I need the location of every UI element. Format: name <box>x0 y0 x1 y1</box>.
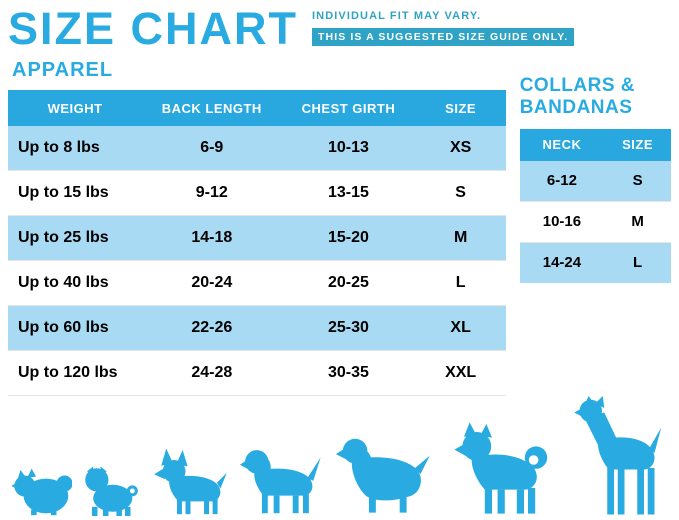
cell-size: S <box>455 184 466 201</box>
cell-weight: Up to 60 lbs <box>18 319 109 336</box>
cell-size: XL <box>450 319 471 336</box>
cell-weight: Up to 120 lbs <box>18 364 118 381</box>
cell-neck: 14-24 <box>542 254 582 272</box>
cell-back-length: 24-28 <box>191 364 233 381</box>
cell-chest-girth: 10-13 <box>327 139 369 156</box>
cell-weight: Up to 8 lbs <box>18 139 100 156</box>
column-header-chest-girth: CHEST GIRTH <box>281 90 416 126</box>
collars-row: 10-16 M <box>519 201 671 243</box>
header-notes: INDIVIDUAL FIT MAY VARY. THIS IS A SUGGE… <box>312 10 575 46</box>
cell-neck: 6-12 <box>546 172 577 190</box>
apparel-row: Up to 120 lbs 24-28 30-35 XXL <box>8 350 506 396</box>
cell-neck: 10-16 <box>542 213 582 231</box>
great-dane-dog-icon <box>574 396 662 515</box>
beagle-dog-icon <box>239 450 321 514</box>
cell-weight: Up to 15 lbs <box>18 184 109 201</box>
apparel-row: Up to 25 lbs 14-18 15-20 M <box>8 215 506 261</box>
column-header-weight: WEIGHT <box>8 90 143 126</box>
collars-row: 6-12 S <box>519 160 671 202</box>
collars-heading: COLLARS & BANDANAS <box>520 75 671 119</box>
chihuahua-dog-icon <box>154 448 227 515</box>
pug-dog-icon <box>84 466 138 516</box>
column-header-size: SIZE <box>415 90 506 126</box>
collars-header-row: NECK SIZE <box>519 128 671 161</box>
column-header-back-length: BACK LENGTH <box>142 90 282 126</box>
cell-chest-girth: 25-30 <box>327 319 369 336</box>
apparel-row: Up to 15 lbs 9-12 13-15 S <box>8 170 506 216</box>
cell-size: L <box>633 254 643 272</box>
cocker-spaniel-dog-icon <box>335 438 430 513</box>
cell-chest-girth: 30-35 <box>327 364 369 381</box>
header: SIZE CHART INDIVIDUAL FIT MAY VARY. THIS… <box>8 6 671 51</box>
collars-heading-line1: COLLARS & <box>519 75 636 96</box>
apparel-row: Up to 40 lbs 20-24 20-25 L <box>8 260 506 306</box>
cell-size: XXL <box>445 364 477 381</box>
cell-back-length: 6-9 <box>200 139 224 156</box>
apparel-table: WEIGHT BACK LENGTH CHEST GIRTH SIZE Up t… <box>8 90 506 396</box>
cell-weight: Up to 25 lbs <box>18 229 109 246</box>
cell-weight: Up to 40 lbs <box>18 274 109 291</box>
apparel-row: Up to 8 lbs 6-9 10-13 XS <box>8 126 506 171</box>
cell-chest-girth: 13-15 <box>327 184 369 201</box>
cell-size: M <box>631 213 644 231</box>
cell-back-length: 14-18 <box>191 229 233 246</box>
column-header-size: SIZE <box>604 128 671 161</box>
collars-section: COLLARS & BANDANAS NECK SIZE 6-12 S <box>519 59 671 396</box>
column-header-neck: NECK <box>519 128 605 161</box>
collars-row: 14-24 L <box>519 242 671 283</box>
cell-back-length: 22-26 <box>191 319 233 336</box>
apparel-heading: APPAREL <box>12 59 114 81</box>
cell-chest-girth: 20-25 <box>327 274 369 291</box>
pomeranian-dog-icon <box>11 468 72 516</box>
collars-table: NECK SIZE 6-12 S 10-16 M 14-24 L <box>519 128 671 283</box>
apparel-row: Up to 60 lbs 22-26 25-30 XL <box>8 305 506 351</box>
note-fit-may-vary: INDIVIDUAL FIT MAY VARY. <box>312 10 482 22</box>
apparel-header-row: WEIGHT BACK LENGTH CHEST GIRTH SIZE <box>8 90 506 126</box>
cell-size: S <box>632 172 643 190</box>
content: APPAREL WEIGHT BACK LENGTH CHEST GIRTH S… <box>8 59 671 396</box>
note-suggested-guide-badge: THIS IS A SUGGESTED SIZE GUIDE ONLY. <box>312 28 575 46</box>
cell-back-length: 20-24 <box>191 274 233 291</box>
apparel-section: APPAREL WEIGHT BACK LENGTH CHEST GIRTH S… <box>8 59 506 396</box>
husky-dog-icon <box>453 422 547 514</box>
cell-back-length: 9-12 <box>195 184 228 201</box>
cell-size: L <box>455 274 466 291</box>
cell-size: XS <box>449 139 472 156</box>
collars-heading-line2: BANDANAS <box>519 96 633 118</box>
cell-chest-girth: 15-20 <box>327 229 369 246</box>
cell-size: M <box>453 229 468 246</box>
page-title: SIZE CHART <box>8 3 298 54</box>
dog-size-progression <box>10 392 669 516</box>
